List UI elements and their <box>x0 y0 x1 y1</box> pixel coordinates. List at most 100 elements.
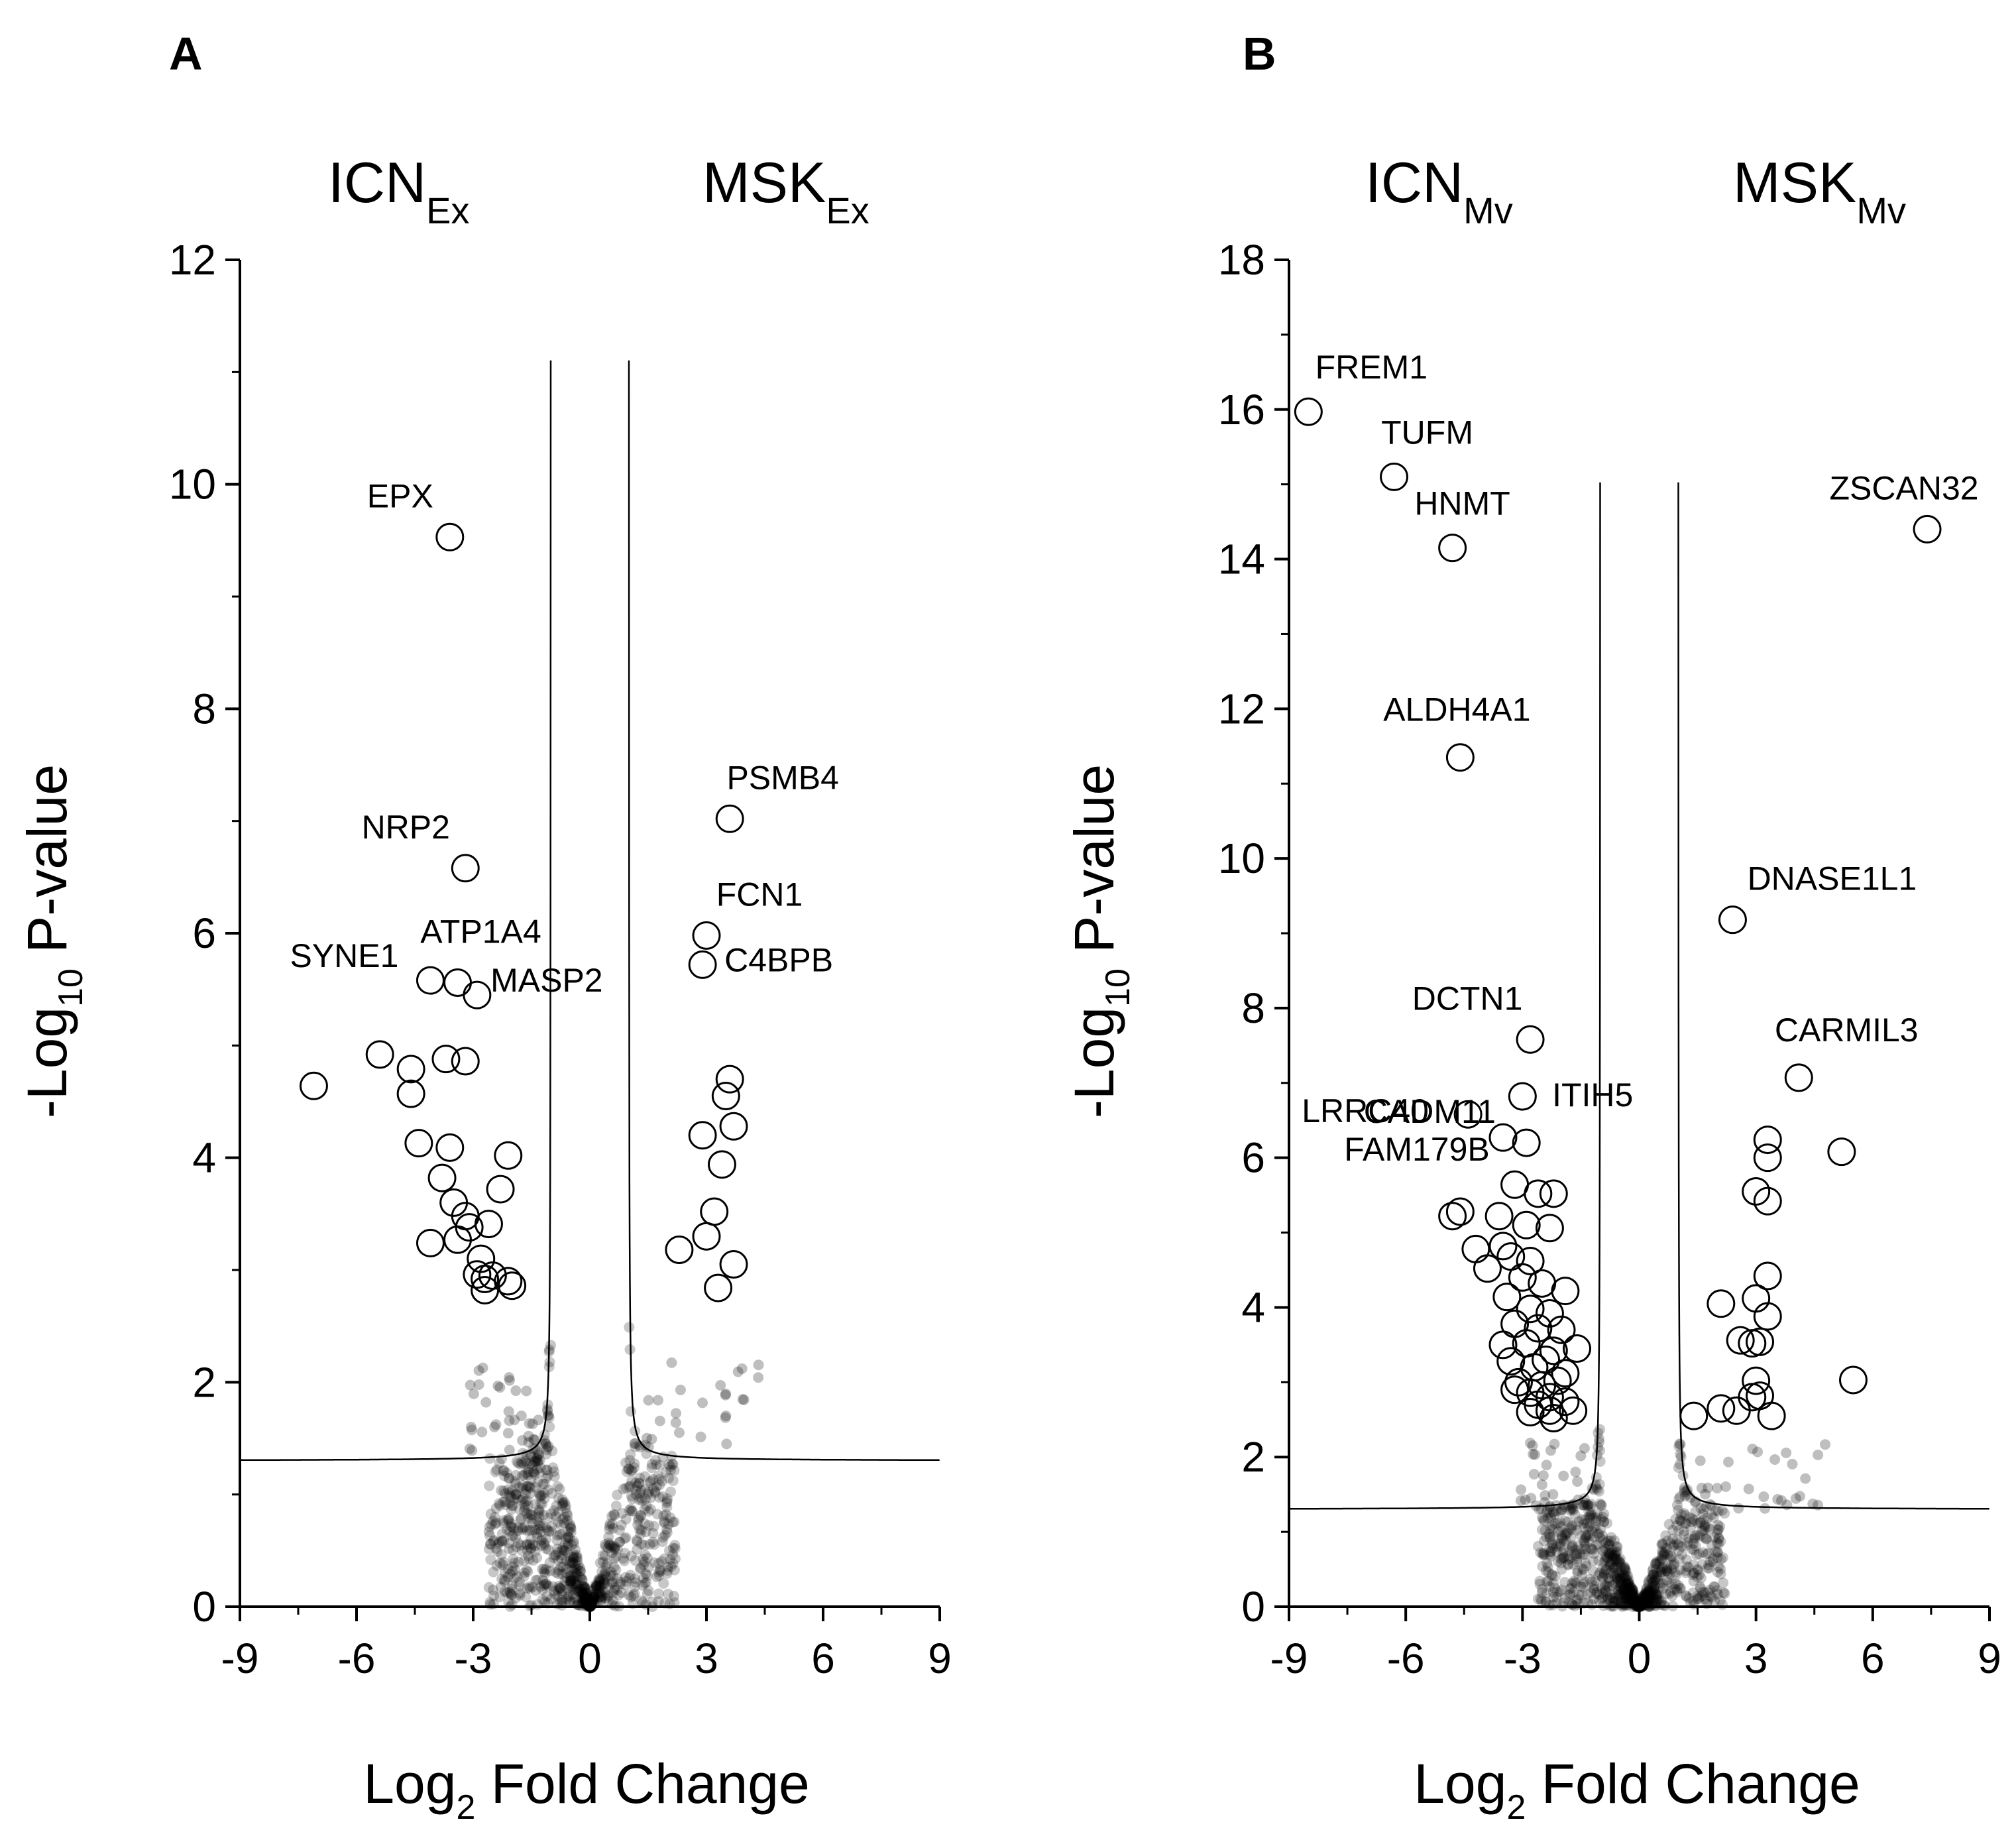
nonsignificant-point <box>1758 1491 1769 1503</box>
nonsignificant-point <box>483 1526 494 1537</box>
nonsignificant-point <box>1682 1537 1693 1548</box>
nonsignificant-point <box>564 1580 575 1591</box>
nonsignificant-point <box>1608 1601 1619 1612</box>
nonsignificant-point <box>1562 1554 1573 1566</box>
nonsignificant-point <box>1590 1479 1601 1491</box>
nonsignificant-point <box>567 1564 578 1576</box>
nonsignificant-point <box>506 1518 517 1529</box>
nonsignificant-point <box>562 1510 573 1521</box>
nonsignificant-point <box>1580 1497 1591 1509</box>
nonsignificant-point <box>1530 1500 1541 1511</box>
nonsignificant-point <box>629 1458 640 1469</box>
nonsignificant-point <box>1702 1512 1713 1523</box>
nonsignificant-point <box>533 1511 545 1523</box>
nonsignificant-point <box>568 1552 579 1563</box>
nonsignificant-point <box>1667 1533 1679 1544</box>
nonsignificant-point <box>515 1540 526 1551</box>
nonsignificant-point <box>576 1600 587 1611</box>
axis-title-sub: 10 <box>1099 968 1137 1007</box>
nonsignificant-point <box>1634 1600 1646 1611</box>
nonsignificant-point <box>583 1599 594 1610</box>
nonsignificant-point <box>1612 1574 1624 1585</box>
nonsignificant-point <box>1577 1563 1588 1574</box>
significant-point <box>1516 1295 1545 1324</box>
nonsignificant-point <box>486 1519 497 1530</box>
gene-label: ALDH4A1 <box>1383 691 1530 728</box>
nonsignificant-point <box>715 1379 726 1391</box>
nonsignificant-point <box>1650 1564 1661 1575</box>
nonsignificant-point <box>532 1453 543 1464</box>
nonsignificant-point <box>579 1595 590 1607</box>
nonsignificant-point <box>499 1567 510 1578</box>
nonsignificant-point <box>1643 1585 1654 1597</box>
nonsignificant-point <box>527 1517 538 1528</box>
nonsignificant-point <box>583 1599 594 1610</box>
nonsignificant-point <box>1646 1585 1657 1597</box>
nonsignificant-point <box>1567 1503 1579 1515</box>
nonsignificant-point <box>1708 1532 1720 1543</box>
nonsignificant-point <box>514 1589 526 1601</box>
nonsignificant-point <box>1807 1498 1819 1509</box>
axis-title-main: Log <box>1414 1753 1506 1815</box>
nonsignificant-point <box>1624 1591 1636 1603</box>
nonsignificant-point <box>720 1412 731 1423</box>
nonsignificant-point <box>499 1470 510 1481</box>
nonsignificant-point <box>1752 1446 1764 1458</box>
nonsignificant-point <box>1707 1553 1718 1564</box>
nonsignificant-point <box>575 1562 586 1574</box>
nonsignificant-point <box>1613 1556 1624 1568</box>
nonsignificant-point <box>571 1569 583 1580</box>
nonsignificant-point <box>473 1365 484 1376</box>
nonsignificant-point <box>1686 1544 1697 1555</box>
nonsignificant-point <box>579 1588 590 1599</box>
nonsignificant-point <box>557 1562 569 1573</box>
nonsignificant-point <box>1540 1596 1551 1607</box>
nonsignificant-point <box>585 1598 596 1609</box>
nonsignificant-point <box>577 1583 588 1594</box>
nonsignificant-point <box>1582 1499 1593 1511</box>
nonsignificant-point <box>1713 1561 1724 1572</box>
nonsignificant-point <box>541 1591 553 1602</box>
nonsignificant-point <box>587 1595 598 1607</box>
nonsignificant-point <box>1650 1599 1661 1611</box>
nonsignificant-point <box>1593 1485 1604 1497</box>
nonsignificant-point <box>532 1464 543 1475</box>
nonsignificant-point <box>559 1539 571 1550</box>
nonsignificant-point <box>546 1487 557 1499</box>
nonsignificant-point <box>533 1448 545 1460</box>
nonsignificant-point <box>657 1536 668 1547</box>
nonsignificant-point <box>543 1361 555 1373</box>
nonsignificant-point <box>596 1566 608 1578</box>
nonsignificant-point <box>1552 1556 1563 1567</box>
nonsignificant-point <box>1712 1546 1723 1558</box>
nonsignificant-point <box>1712 1505 1724 1517</box>
nonsignificant-point <box>587 1593 598 1605</box>
nonsignificant-point <box>599 1578 610 1589</box>
nonsignificant-point <box>1813 1499 1824 1511</box>
nonsignificant-point <box>565 1575 577 1586</box>
nonsignificant-point <box>532 1574 543 1585</box>
nonsignificant-point <box>485 1538 496 1550</box>
nonsignificant-point <box>1588 1584 1599 1595</box>
nonsignificant-point <box>1565 1505 1576 1516</box>
nonsignificant-point <box>587 1596 598 1607</box>
nonsignificant-point <box>502 1525 513 1536</box>
nonsignificant-point <box>1610 1541 1622 1552</box>
nonsignificant-point <box>1554 1540 1565 1552</box>
nonsignificant-point <box>550 1511 561 1522</box>
nonsignificant-point <box>1631 1597 1642 1608</box>
nonsignificant-point <box>1587 1544 1598 1555</box>
nonsignificant-point <box>1640 1591 1652 1602</box>
nonsignificant-point <box>565 1527 577 1538</box>
significant-point <box>1516 1246 1545 1275</box>
nonsignificant-point <box>571 1584 583 1595</box>
nonsignificant-point <box>616 1587 627 1599</box>
nonsignificant-point <box>1598 1600 1609 1611</box>
nonsignificant-point <box>1820 1439 1831 1450</box>
nonsignificant-point <box>1638 1593 1650 1605</box>
nonsignificant-point <box>1585 1543 1596 1554</box>
nonsignificant-point <box>1604 1538 1615 1550</box>
nonsignificant-point <box>543 1580 554 1591</box>
nonsignificant-point <box>526 1525 537 1536</box>
nonsignificant-point <box>533 1455 544 1466</box>
